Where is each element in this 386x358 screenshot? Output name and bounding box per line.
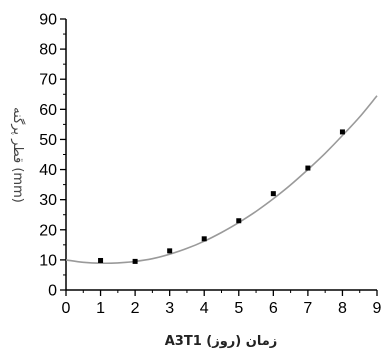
data-point [167, 248, 173, 254]
x-tick-label: 8 [338, 300, 347, 317]
x-tick-label: 1 [96, 300, 105, 317]
y-tick-label: 30 [39, 192, 57, 209]
y-ticks: 0 10 20 30 40 50 60 70 80 90 [39, 12, 66, 300]
y-tick-label: 70 [39, 72, 57, 89]
y-tick-label: 0 [48, 283, 57, 300]
y-tick-label: 80 [39, 42, 57, 59]
data-point [236, 218, 242, 224]
x-tick-label: 7 [303, 300, 312, 317]
x-tick-label: 4 [200, 300, 209, 317]
data-point [201, 236, 207, 242]
data-point [270, 191, 276, 197]
x-tick-label: 0 [62, 300, 71, 317]
y-axis-label: قطر پرگنه (mm) [10, 107, 26, 203]
x-tick-label: 3 [165, 300, 174, 317]
x-tick-label: 9 [373, 300, 382, 317]
data-point [305, 165, 311, 171]
data-point [132, 258, 138, 264]
x-tick-label: 6 [269, 300, 278, 317]
x-tick-label: 5 [234, 300, 243, 317]
y-tick-label: 90 [39, 12, 57, 29]
x-axis-label: زمان (روز) A3T1 [165, 334, 278, 349]
x-tick-label: 2 [131, 300, 140, 317]
y-tick-label: 20 [39, 222, 57, 239]
data-point [339, 129, 345, 135]
y-tick-label: 50 [39, 132, 57, 149]
data-point [98, 257, 104, 263]
fit-curve [65, 95, 378, 265]
data-points [98, 129, 345, 264]
y-tick-label: 40 [39, 162, 57, 179]
y-tick-label: 60 [39, 102, 57, 119]
plot-area [65, 19, 377, 291]
y-tick-label: 10 [39, 252, 57, 269]
x-ticks: 0 1 2 3 4 5 6 7 8 9 [62, 290, 382, 317]
